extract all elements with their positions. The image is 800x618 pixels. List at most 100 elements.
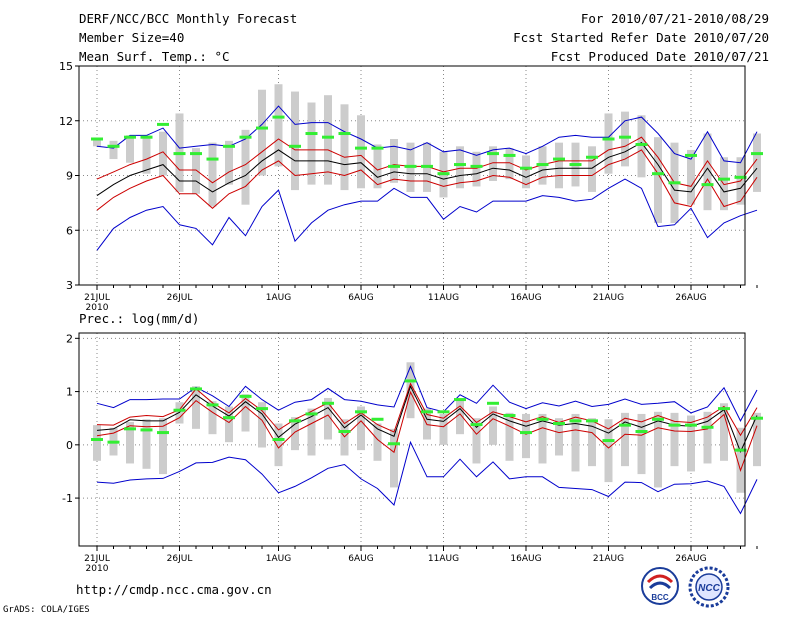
ensemble-box	[456, 400, 464, 435]
source-url[interactable]: http://cmdp.ncc.cma.gov.cn	[76, 582, 272, 597]
y-tick-label: 9	[66, 170, 73, 183]
observed-marker	[701, 183, 714, 187]
x-tick-label: 26AUG	[675, 293, 706, 303]
ensemble-box	[703, 411, 712, 464]
observed-marker	[338, 430, 351, 434]
plot-frame	[78, 332, 746, 547]
ensemble-box	[142, 135, 151, 174]
x-tick-label: 16AUG	[510, 293, 541, 303]
ensemble-box	[753, 412, 761, 467]
fcst-produced-date: Fcst Produced Date 2010/07/21	[550, 49, 769, 64]
ensemble-box	[208, 142, 217, 207]
observed-marker	[239, 394, 252, 398]
ensemble-box	[439, 413, 448, 445]
ensemble-box	[670, 412, 679, 467]
grads-credit: GrADS: COLA/IGES	[3, 605, 90, 615]
ensemble-box	[192, 148, 200, 194]
x-tick-label: 26JUL	[167, 293, 193, 303]
bcc-logo: BCC	[641, 567, 679, 605]
ncc-logo-text: NCC	[698, 583, 720, 594]
ensemble-box	[621, 412, 629, 467]
series-min-line	[96, 440, 758, 515]
observed-marker	[718, 177, 730, 181]
observed-marker	[107, 144, 120, 148]
observed-marker	[305, 132, 318, 136]
observed-marker	[322, 135, 334, 139]
observed-marker	[91, 438, 103, 441]
ensemble-box	[357, 406, 365, 451]
observed-marker	[652, 172, 664, 176]
x-tick-label: 6AUG	[348, 293, 373, 303]
observed-marker	[289, 144, 301, 148]
ensemble-box	[687, 415, 695, 472]
x-tick-label: 16AUG	[510, 554, 541, 564]
observed-marker	[470, 164, 483, 168]
ensemble-box	[291, 91, 299, 191]
ensemble-box	[373, 423, 382, 461]
ensemble-box	[126, 135, 134, 163]
ensemble-box	[472, 418, 481, 464]
ensemble-box	[225, 140, 233, 185]
ensemble-box	[373, 144, 382, 189]
bottom-variable-label: Prec.: log(mm/d)	[79, 311, 200, 326]
observed-marker	[206, 157, 219, 161]
observed-marker	[239, 135, 252, 139]
ensemble-box	[604, 113, 613, 174]
observed-marker	[619, 135, 631, 139]
series-max-line	[96, 105, 758, 164]
ensemble-box	[637, 115, 646, 178]
x-tick-label: 1AUG	[266, 554, 291, 564]
ensemble-box	[274, 423, 283, 467]
ensemble-box	[307, 102, 316, 185]
x-tick-label: 11AUG	[428, 293, 459, 303]
x-tick-label: 21AUG	[593, 293, 624, 303]
ensemble-box	[588, 146, 596, 192]
observed-marker	[355, 146, 367, 150]
observed-marker	[668, 423, 681, 427]
observed-marker	[173, 152, 186, 156]
y-tick-label: 12	[59, 115, 73, 128]
observed-marker	[470, 423, 483, 427]
observed-marker	[272, 115, 285, 119]
observed-marker	[256, 126, 268, 130]
series-spread-high-line	[96, 382, 758, 437]
observed-marker	[553, 422, 565, 426]
ensemble-box	[241, 394, 250, 432]
series-mean-line	[96, 384, 758, 453]
observed-marker	[586, 419, 598, 423]
observed-marker	[487, 401, 499, 405]
observed-marker	[421, 410, 433, 414]
y-tick-label: 3	[66, 279, 73, 292]
ensemble-box	[456, 146, 464, 189]
observed-marker	[734, 448, 747, 452]
observed-marker	[454, 163, 466, 167]
observed-marker	[404, 379, 417, 383]
observed-marker	[536, 417, 549, 421]
observed-marker	[190, 152, 202, 156]
x-tick-label: 1AUG	[266, 293, 291, 303]
observed-marker	[437, 172, 450, 176]
series-max-line	[96, 365, 758, 422]
ensemble-box	[736, 427, 745, 493]
observed-marker	[91, 137, 103, 141]
ensemble-box	[654, 411, 662, 488]
observed-marker	[124, 135, 136, 139]
observed-marker	[520, 166, 532, 170]
observed-marker	[751, 416, 763, 420]
series-spread-low-line	[96, 149, 758, 211]
ensemble-box	[621, 111, 629, 167]
observed-marker	[520, 431, 532, 435]
observed-marker	[685, 153, 697, 157]
ensemble-box	[93, 139, 101, 147]
observed-marker	[685, 423, 697, 427]
observed-marker	[437, 410, 450, 414]
ensemble-box	[390, 428, 398, 488]
observed-marker	[487, 152, 499, 156]
ensemble-box	[604, 419, 613, 483]
ensemble-box	[522, 413, 530, 459]
bcc-logo-text: BCC	[651, 593, 669, 602]
chart-title: DERF/NCC/BCC Monthly Forecast	[79, 11, 298, 26]
observed-marker	[619, 423, 631, 427]
observed-marker	[668, 181, 681, 185]
